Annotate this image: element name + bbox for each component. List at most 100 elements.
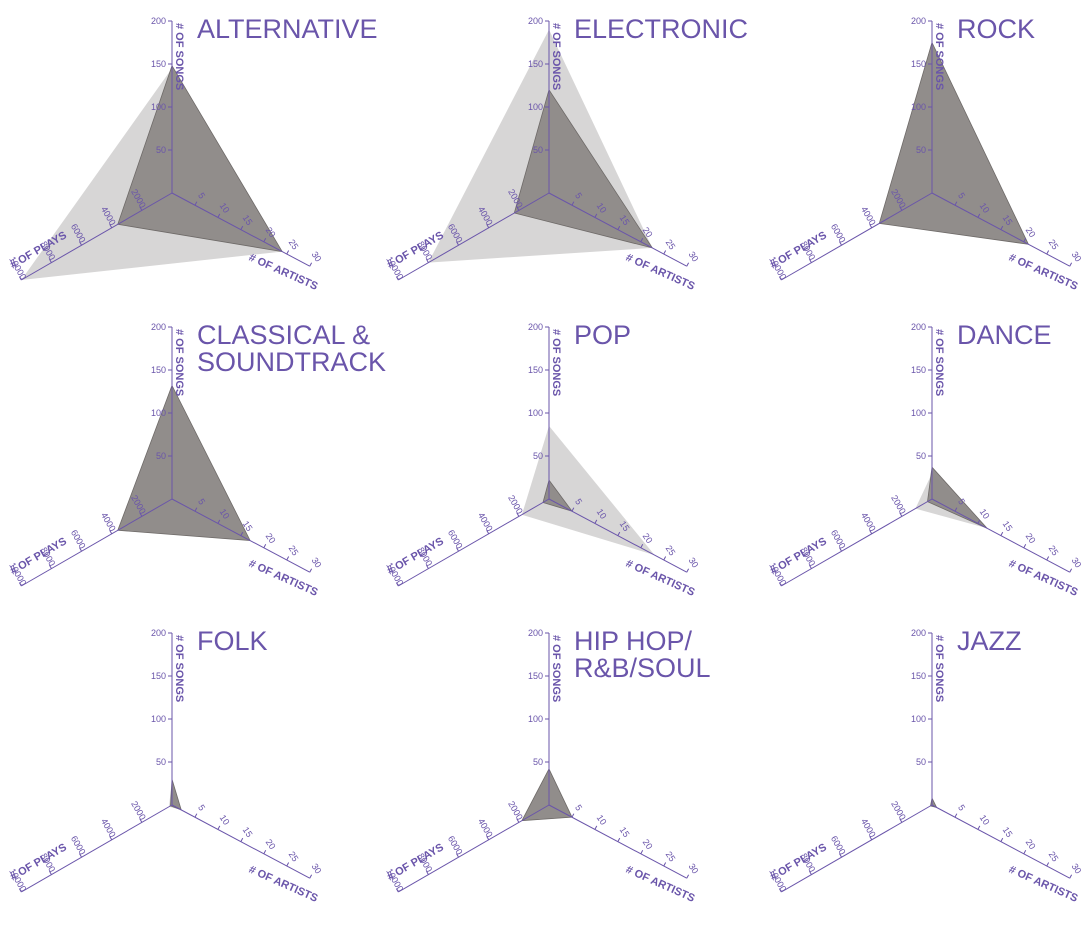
artists-tick-label: 5 <box>196 191 207 201</box>
artists-tick <box>263 850 267 855</box>
artists-tick-label: 20 <box>264 225 278 239</box>
plays-tick <box>426 564 429 569</box>
artists-tick <box>1000 531 1004 536</box>
artists-tick-label: 30 <box>687 862 701 876</box>
artists-tick-label: 15 <box>1001 213 1015 227</box>
artists-tick-label: 30 <box>687 556 701 570</box>
artists-tick <box>217 825 221 830</box>
artists-axis <box>548 498 687 573</box>
songs-tick-label: 200 <box>911 322 926 332</box>
songs-tick-label: 50 <box>156 757 166 767</box>
artists-axis-label: # OF ARTISTS <box>1007 252 1080 293</box>
artists-tick-label: 15 <box>1001 825 1015 839</box>
artists-tick <box>286 250 290 255</box>
songs-tick-label: 150 <box>911 59 926 69</box>
plays-tick <box>899 818 903 823</box>
artists-tick-label: 15 <box>618 213 632 227</box>
songs-axis-label: # OF SONGS <box>933 635 945 702</box>
plays-tick <box>778 582 782 587</box>
series-area-dark <box>170 779 182 811</box>
series-area-dark <box>542 479 574 512</box>
artists-tick-label: 10 <box>978 507 992 521</box>
artists-tick <box>640 544 644 549</box>
plays-axis-label: # OF PLAYS <box>8 535 69 577</box>
songs-axis-label: # OF SONGS <box>550 635 562 702</box>
artists-tick <box>571 813 575 818</box>
artists-tick-label: 5 <box>196 803 207 813</box>
artists-axis-label: # OF ARTISTS <box>1007 558 1080 599</box>
artists-tick-label: 10 <box>218 813 232 827</box>
plays-tick-label: 2000 <box>889 493 908 515</box>
series-area-dark <box>927 466 988 529</box>
songs-tick-label: 50 <box>916 145 926 155</box>
artists-tick-label: 30 <box>310 862 324 876</box>
artists-tick-label: 10 <box>978 813 992 827</box>
panel-title: FOLK <box>197 626 268 656</box>
artists-tick <box>194 507 198 512</box>
plays-axis-label: # OF PLAYS <box>768 535 829 577</box>
artists-tick <box>686 568 690 573</box>
artists-tick-label: 5 <box>573 497 584 507</box>
plays-tick <box>778 276 782 281</box>
artists-tick <box>640 238 644 243</box>
panel-title: CLASSICAL & <box>197 320 370 350</box>
artists-tick-label: 10 <box>978 201 992 215</box>
plays-tick-label: 4000 <box>476 511 495 533</box>
artists-tick-label: 20 <box>641 225 655 239</box>
plays-tick-label: 6000 <box>446 528 465 550</box>
plays-tick <box>486 224 490 229</box>
radar-panel: 50 100 150 200 # OF SONGS 5 10 15 20 25 30# OF ART… <box>384 320 700 599</box>
panel-title: DANCE <box>957 320 1052 350</box>
artists-tick <box>1046 250 1050 255</box>
artists-tick <box>1000 837 1004 842</box>
artists-tick-label: 25 <box>1047 849 1061 863</box>
artists-tick <box>217 213 221 218</box>
plays-tick <box>395 276 399 281</box>
plays-tick <box>486 836 490 841</box>
artists-tick <box>309 568 313 573</box>
radar-panel: 50 100 150 200 # OF SONGS 5 10 15 20 25 30# OF ART… <box>767 14 1083 293</box>
songs-tick-label: 100 <box>151 102 166 112</box>
artists-tick <box>240 531 244 536</box>
artists-tick <box>217 519 221 524</box>
radar-panel: 50 100 150 200 # OF SONGS 5 10 15 20 25 30# OF ART… <box>7 14 377 293</box>
songs-tick-label: 50 <box>533 451 543 461</box>
artists-tick <box>263 238 267 243</box>
series-area-dark <box>117 384 251 541</box>
artists-tick-label: 20 <box>1024 225 1038 239</box>
plays-tick-label: 6000 <box>829 528 848 550</box>
songs-tick-label: 200 <box>911 16 926 26</box>
songs-tick-label: 50 <box>156 145 166 155</box>
plays-tick-label: 2000 <box>889 799 908 821</box>
artists-tick-label: 30 <box>310 556 324 570</box>
songs-tick-label: 150 <box>528 59 543 69</box>
plays-tick <box>79 241 83 246</box>
plays-tick-label: 4000 <box>859 817 878 839</box>
songs-tick-label: 100 <box>911 714 926 724</box>
panel-title: R&B/SOUL <box>574 653 711 683</box>
plays-tick <box>486 530 490 535</box>
plays-tick <box>49 258 52 263</box>
artists-tick-label: 25 <box>287 849 301 863</box>
songs-axis-label: # OF SONGS <box>550 23 562 90</box>
songs-tick-label: 100 <box>151 408 166 418</box>
artists-tick <box>640 850 644 855</box>
plays-tick <box>456 241 460 246</box>
plays-axis <box>781 498 933 587</box>
plays-tick-label: 4000 <box>99 817 118 839</box>
plays-axis <box>398 192 550 281</box>
artists-tick-label: 10 <box>595 201 609 215</box>
plays-tick <box>109 224 113 229</box>
songs-tick-label: 200 <box>911 628 926 638</box>
plays-axis-label: # OF PLAYS <box>768 841 829 883</box>
panel-title: ALTERNATIVE <box>197 14 378 44</box>
artists-tick-label: 10 <box>218 201 232 215</box>
artists-tick-label: 25 <box>287 237 301 251</box>
plays-tick <box>139 818 143 823</box>
plays-axis <box>21 804 173 893</box>
plays-tick <box>109 836 113 841</box>
artists-tick <box>617 531 621 536</box>
artists-tick-label: 20 <box>641 837 655 851</box>
